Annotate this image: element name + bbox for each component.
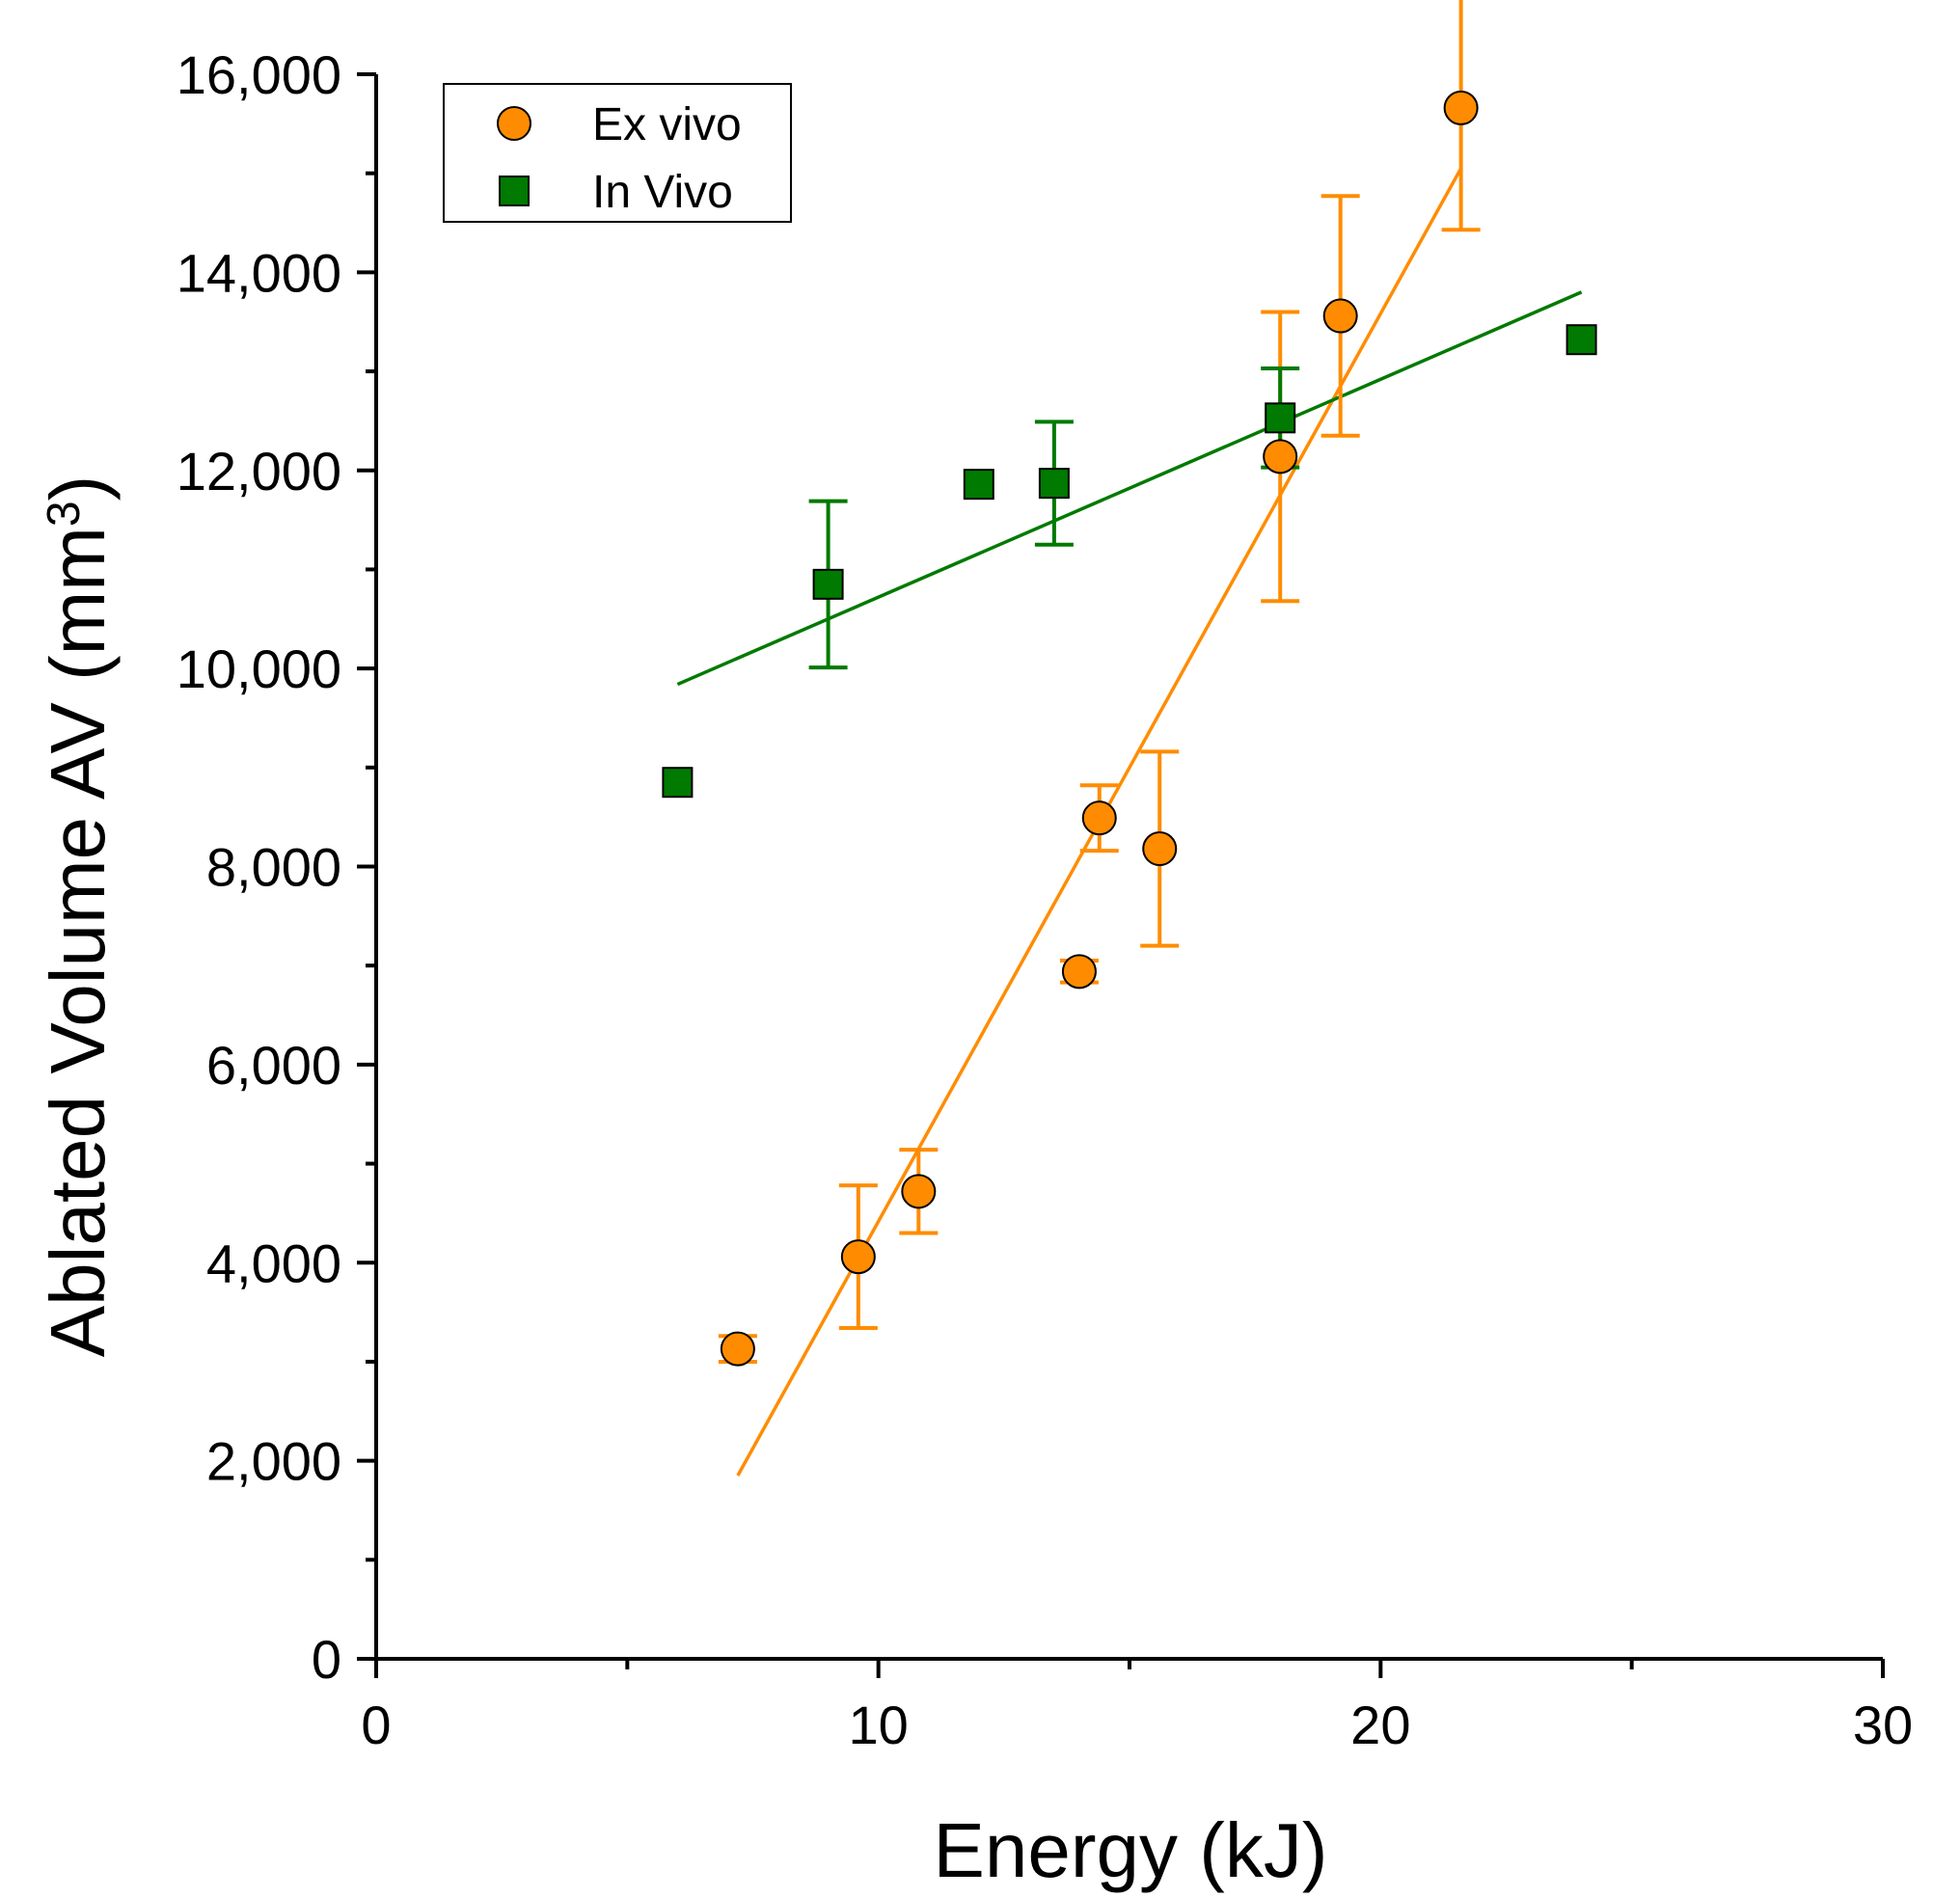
marker-ex-vivo <box>1142 831 1178 867</box>
x-axis-title: Energy (kJ) <box>934 1807 1328 1893</box>
legend-marker-in-vivo <box>499 176 530 206</box>
marker-in-vivo <box>662 767 694 799</box>
y-tick-label: 10,000 <box>177 638 341 699</box>
marker-ex-vivo <box>1061 954 1097 990</box>
x-tick-label: 10 <box>849 1695 909 1755</box>
legend-label-in-vivo: In Vivo <box>592 167 733 218</box>
marker-ex-vivo <box>720 1331 755 1367</box>
x-tick-label: 20 <box>1350 1695 1410 1755</box>
y-tick-label: 16,000 <box>177 44 341 105</box>
marker-in-vivo <box>1265 402 1296 434</box>
error-bars <box>718 0 1481 1364</box>
marker-ex-vivo <box>840 1239 876 1275</box>
x-tick-label: 30 <box>1853 1695 1913 1755</box>
fit-line-in-vivo <box>676 290 1583 687</box>
marker-ex-vivo <box>1081 800 1117 836</box>
marker-ex-vivo <box>1322 298 1358 334</box>
axes <box>357 72 1885 1678</box>
legend-marker-ex-vivo <box>497 106 531 141</box>
y-tick-label: 8,000 <box>206 837 341 898</box>
marker-ex-vivo <box>1263 439 1298 474</box>
y-tick-label: 6,000 <box>206 1035 341 1096</box>
y-axis-title: Ablated Volume AV (mm3) <box>35 475 121 1357</box>
legend-label-ex-vivo: Ex vivo <box>592 99 742 150</box>
y-tick-label: 4,000 <box>206 1233 341 1293</box>
fit-lines <box>676 167 1583 1477</box>
y-tick-label: 2,000 <box>206 1431 341 1492</box>
marker-in-vivo <box>812 568 844 600</box>
marker-ex-vivo <box>1443 90 1479 125</box>
y-tick-label: 12,000 <box>177 441 341 502</box>
tick-labels: 0 10 20 30 0 2,000 4,000 6,000 8,000 10,000 12,000… <box>177 44 1913 1755</box>
y-tick-label: 14,000 <box>177 242 341 303</box>
marker-ex-vivo <box>901 1174 937 1209</box>
marker-in-vivo <box>1038 468 1070 500</box>
marker-in-vivo <box>963 469 994 501</box>
x-tick-label: 0 <box>361 1695 391 1755</box>
y-tick-label: 0 <box>312 1629 341 1690</box>
data-markers <box>662 90 1597 1367</box>
legend: Ex vivo In Vivo <box>443 83 792 223</box>
marker-in-vivo <box>1565 324 1597 356</box>
